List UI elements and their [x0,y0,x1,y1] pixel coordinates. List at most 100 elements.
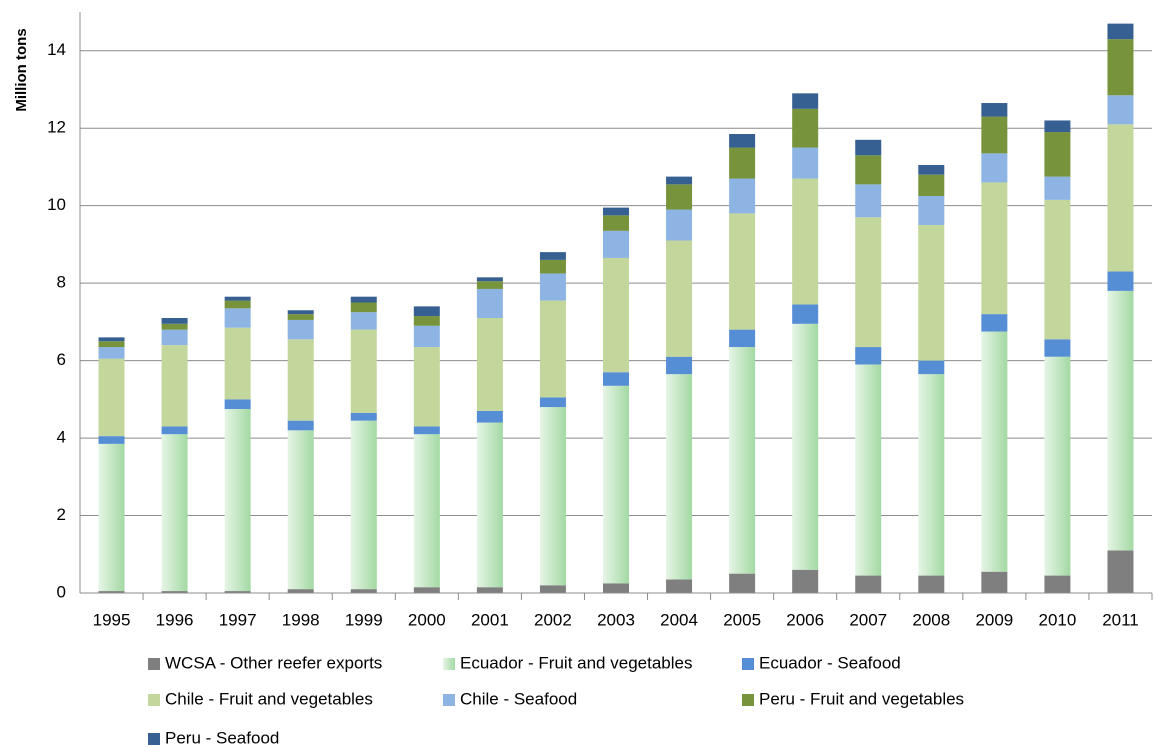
bar-segment [476,288,503,318]
bar-segment [539,397,566,408]
bar-segment [981,103,1008,117]
bar-segment [476,317,503,411]
bar-segment [918,360,945,375]
bar-segment [224,399,251,410]
bar-segment [729,329,756,348]
bar-segment [413,316,440,326]
bar-segment [981,182,1008,315]
bar-segment [729,213,756,330]
legend-label: WCSA - Other reefer exports [165,653,382,672]
bar-segment [918,225,945,361]
bar-segment [350,412,377,421]
legend-label: Ecuador - Seafood [759,653,901,672]
bar-segment [161,317,188,324]
bar-segment [98,347,125,359]
bar-segment [350,589,377,593]
bar-segment [224,296,251,301]
bar-segment [666,184,693,210]
bar-segment [666,209,693,241]
bar-segment [1044,120,1071,133]
x-tick-label: 1998 [282,610,320,629]
bar-segment [729,134,756,148]
bar-segment [981,331,1008,572]
bar-segment [729,147,756,179]
bar-segment [1107,271,1134,291]
bar-segment [413,325,440,348]
bar-segment [413,587,440,593]
x-tick-label: 2003 [597,610,635,629]
bar-segment [1107,23,1134,40]
bar-segment [603,372,629,386]
bar-segment [224,327,251,400]
bar-segment [1107,290,1134,551]
legend-label: Peru - Fruit and vegetables [759,689,964,708]
bar-segment [539,407,566,586]
bar-segment [539,252,566,260]
legend-label: Peru - Seafood [165,728,279,747]
bar-segment [603,385,629,584]
bar-segment [350,329,377,413]
bar-segment [855,575,882,593]
bar-segment [981,314,1008,332]
y-tick-label: 4 [57,428,66,447]
bar-segment [350,312,377,330]
bar-segment [918,575,945,593]
bar-segment [224,591,251,593]
bar-segment [666,240,693,357]
bar-segment [1044,575,1071,593]
bar-segment [287,589,314,593]
bar-segment [161,329,188,346]
bar-segment [855,184,882,218]
bar-segment [729,573,756,593]
bar-segment [792,178,819,305]
bar-segment [666,356,693,375]
bar-segment [1107,39,1134,96]
x-tick-label: 1995 [93,610,131,629]
bar-segment [413,426,440,435]
bar-segment [1044,199,1071,340]
y-tick-label: 14 [47,40,66,59]
legend-swatch [742,694,754,706]
bar-segment [792,569,819,593]
bar-segment [855,217,882,348]
legend-label: Ecuador - Fruit and vegetables [460,653,692,672]
bar-segment [1107,95,1134,125]
x-tick-label: 2009 [975,610,1013,629]
x-tick-label: 2002 [534,610,572,629]
bar-segment [161,345,188,427]
bar-segment [98,337,125,342]
bar-segment [287,420,314,431]
x-tick-label: 2011 [1102,610,1139,629]
bar-segment [918,195,945,226]
bar-segment [224,300,251,309]
bar-segment [729,178,756,214]
bar-segment [161,434,188,592]
bar-segment [981,116,1008,154]
bar-segment [224,409,251,592]
bar-segment [287,319,314,340]
bar-segment [350,296,377,303]
bar-segment [918,374,945,576]
legend-swatch [148,658,160,670]
bar-segment [287,430,314,590]
bar-segment [476,587,503,593]
bar-segment [539,585,566,593]
y-tick-label: 2 [57,505,66,524]
bar-segment [666,579,693,593]
bar-segment [539,300,566,398]
bar-segment [666,176,693,185]
bar-segment [1107,124,1134,272]
bar-segment [792,147,819,179]
bar-segment [161,426,188,435]
bar-segment [855,139,882,156]
bar-segment [981,153,1008,183]
x-tick-label: 2004 [660,610,698,629]
x-tick-label: 2006 [786,610,824,629]
bar-segment [161,591,188,593]
bar-segment [287,310,314,315]
x-tick-label: 2010 [1038,610,1076,629]
bar-segment [792,304,819,324]
x-tick-label: 2008 [912,610,950,629]
x-tick-label: 2000 [408,610,446,629]
bar-segment [413,306,440,317]
